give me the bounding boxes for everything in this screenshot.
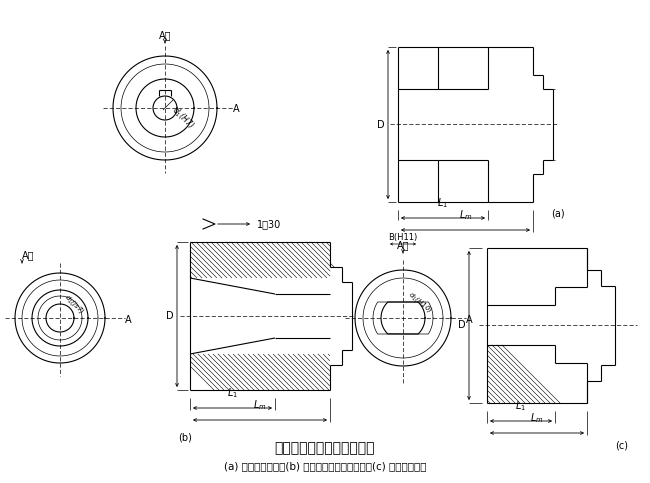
Text: A: A xyxy=(233,104,240,114)
Text: $L_m$: $L_m$ xyxy=(530,411,544,425)
Text: D: D xyxy=(378,119,385,129)
Text: A: A xyxy=(125,315,131,325)
Text: A向: A向 xyxy=(22,250,34,260)
Text: A向: A向 xyxy=(159,30,171,40)
Text: (c): (c) xyxy=(616,440,629,450)
Text: (a): (a) xyxy=(551,209,565,219)
Text: B(H11): B(H11) xyxy=(389,233,417,242)
Text: $L_1$: $L_1$ xyxy=(515,399,526,413)
Text: $d_1$(H10): $d_1$(H10) xyxy=(406,289,434,315)
Text: A向: A向 xyxy=(396,240,410,250)
Text: A: A xyxy=(466,315,473,325)
Text: $L_m$: $L_m$ xyxy=(254,398,266,412)
Text: (b): (b) xyxy=(178,432,192,442)
Text: $d_1$(H7): $d_1$(H7) xyxy=(169,104,196,131)
Text: $L_1$: $L_1$ xyxy=(437,196,448,210)
Text: 圆柱、圆锥、扁头轴孔联接: 圆柱、圆锥、扁头轴孔联接 xyxy=(275,441,375,455)
Text: $L_m$: $L_m$ xyxy=(459,208,473,222)
Text: D: D xyxy=(166,311,174,321)
Text: $d_1$(js7): $d_1$(js7) xyxy=(62,292,86,316)
Text: (a) 圆柱轴孔联接；(b) 圆锥轴孔注油无键联接；(c) 扁头轴孔联接: (a) 圆柱轴孔联接；(b) 圆锥轴孔注油无键联接；(c) 扁头轴孔联接 xyxy=(224,461,426,471)
Text: D: D xyxy=(458,321,466,330)
Text: 1：30: 1：30 xyxy=(257,219,281,229)
Text: $L_1$: $L_1$ xyxy=(227,386,238,400)
